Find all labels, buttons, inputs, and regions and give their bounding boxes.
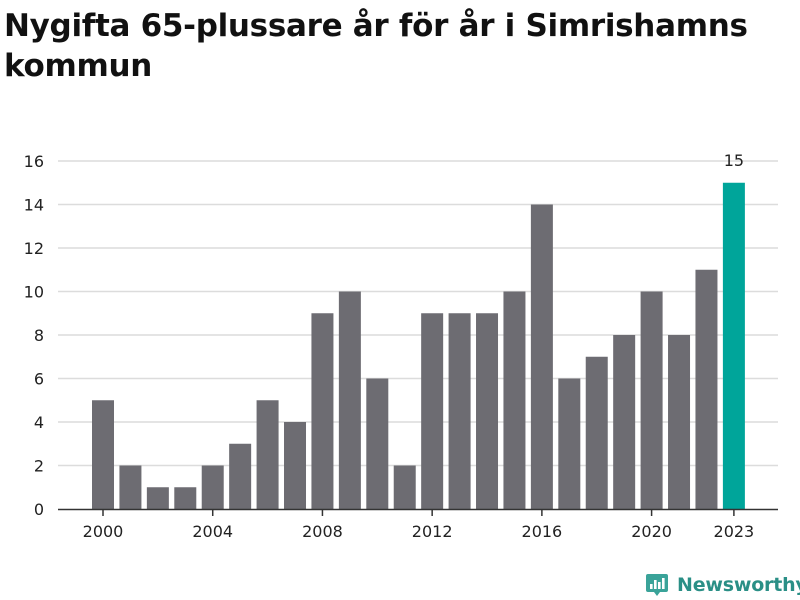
bar-2013	[448, 313, 471, 509]
bar-2023	[722, 182, 745, 509]
bar-2000	[92, 400, 114, 509]
bar-2019	[613, 335, 636, 509]
bar-2022	[695, 269, 718, 509]
bar-2011	[393, 465, 416, 509]
bar-2015	[503, 291, 526, 509]
x-tick-label: 2023	[714, 522, 755, 541]
x-tick-label: 2016	[522, 522, 563, 541]
bar-2018	[585, 356, 608, 509]
y-axis-ticks: 0 2 4 6 8 10 12 14 16	[24, 152, 44, 519]
bar-2010	[366, 378, 389, 509]
bar-2008	[311, 313, 334, 509]
y-tick-label: 14	[24, 196, 44, 215]
y-tick-label: 8	[34, 326, 44, 345]
bar-2006	[256, 400, 279, 509]
bars	[92, 182, 745, 509]
bar-2007	[284, 422, 307, 509]
x-tick-label: 2000	[83, 522, 124, 541]
bar-2020	[640, 291, 663, 509]
bar-2002	[146, 487, 169, 509]
bar-2016	[530, 204, 553, 509]
y-tick-label: 0	[34, 500, 44, 519]
y-tick-label: 10	[24, 283, 44, 302]
bar-2021	[668, 335, 691, 509]
data-labels: 15	[724, 151, 744, 170]
y-tick-label: 12	[24, 239, 44, 258]
y-tick-label: 2	[34, 457, 44, 476]
x-tick-label: 2004	[192, 522, 233, 541]
y-tick-label: 6	[34, 370, 44, 389]
bar-2009	[338, 291, 361, 509]
bar-2005	[229, 443, 252, 509]
bar-2012	[421, 313, 444, 509]
newsworthy-logo[interactable]: Newsworthy	[645, 570, 800, 600]
data-label-2023: 15	[724, 151, 744, 170]
bar-2004	[201, 465, 224, 509]
x-axis-ticks: 2000 2004 2008 2012 2016 2020 2023	[83, 509, 755, 541]
y-tick-label: 4	[34, 413, 44, 432]
x-tick-label: 2012	[412, 522, 453, 541]
bar-2017	[558, 378, 581, 509]
y-tick-label: 16	[24, 152, 44, 171]
bar-2014	[476, 313, 499, 509]
x-tick-label: 2008	[302, 522, 343, 541]
bar-2001	[119, 465, 142, 509]
x-tick-label: 2020	[631, 522, 672, 541]
chart-title: Nygifta 65-plussare år för år i Simrisha…	[4, 8, 748, 84]
bar-2003	[174, 487, 197, 509]
brand-name: Newsworthy	[677, 574, 800, 596]
newsworthy-logo-icon	[646, 574, 668, 596]
